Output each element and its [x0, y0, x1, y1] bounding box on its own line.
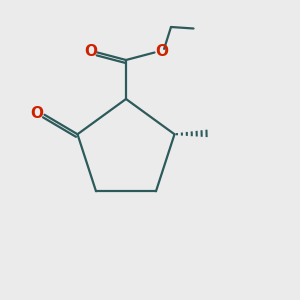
Text: O: O	[155, 44, 169, 59]
Text: O: O	[31, 106, 44, 121]
Text: O: O	[84, 44, 97, 59]
